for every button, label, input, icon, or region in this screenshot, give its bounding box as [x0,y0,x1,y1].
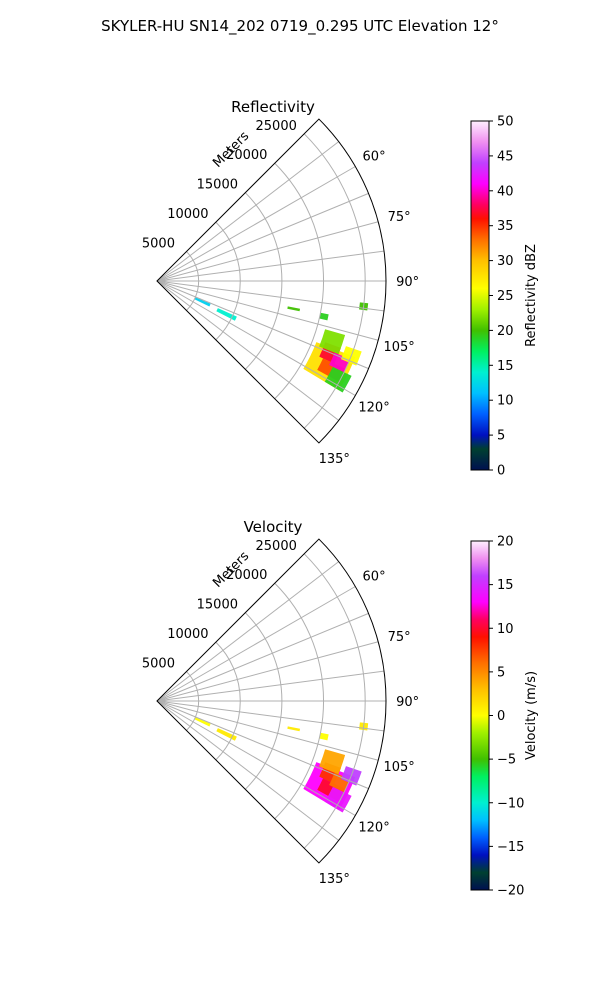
echo-cell [319,312,329,321]
colorbar-tick-label: −15 [497,840,524,855]
range-tick-label: 25000 [256,119,297,134]
azimuth-spoke [156,586,356,702]
azimuth-spoke [156,641,379,702]
azimuth-tick-label: 60° [363,570,386,585]
azimuth-spoke [156,561,339,702]
range-tick-label: 15000 [197,598,238,613]
echo-cell [287,306,301,312]
sector-border [156,538,387,864]
range-tick-label: 10000 [167,207,208,222]
range-tick-label: 25000 [256,539,297,554]
colorbar-tick-label: 25 [497,289,514,304]
echo-field [194,717,369,813]
azimuth-tick-label: 120° [358,400,389,415]
azimuth-spoke [156,280,385,312]
colorbar-tick-label: 30 [497,254,514,269]
azimuth-spoke [156,700,385,732]
range-tick-label: 20000 [226,568,267,583]
colorbar-tick-label: 0 [497,464,505,479]
range-tick-label: 10000 [167,627,208,642]
panel-title: Velocity [244,518,303,536]
colorbar-tick-label: −20 [497,884,524,899]
azimuth-spoke [156,250,385,282]
range-tick-label: 5000 [142,237,175,252]
azimuth-spoke [156,166,356,282]
colorbar-label: Reflectivity dBZ [524,244,539,347]
colorbar-tick-label: 0 [497,709,505,724]
azimuth-tick-label: 105° [383,760,414,775]
colorbar-tick-label: 50 [497,115,514,130]
colorbar-tick-label: 40 [497,184,514,199]
colorbar-tick-label: 15 [497,578,514,593]
echo-cell [287,726,301,732]
colorbar-tick-label: −5 [497,753,516,768]
range-tick-label: 15000 [197,178,238,193]
echo-cell [324,366,352,393]
azimuth-tick-label: 75° [388,210,411,225]
colorbar-label: Velocity (m/s) [524,671,539,760]
colorbar-tick-label: 20 [497,535,514,550]
azimuth-spoke [156,670,385,702]
colorbar-tick-label: −10 [497,796,524,811]
panel-title: Reflectivity [231,98,315,116]
colorbar-tick-label: 5 [497,665,505,680]
azimuth-spoke [156,141,339,282]
azimuth-tick-label: 135° [319,872,350,887]
echo-cell [324,786,352,813]
figure-title: SKYLER-HU SN14_202 0719_0.295 UTC Elevat… [101,17,499,36]
azimuth-spoke [156,700,339,841]
echo-cell [319,329,346,355]
range-tick-label: 5000 [142,657,175,672]
colorbar-tick-label: 10 [497,622,514,637]
azimuth-tick-label: 135° [319,452,350,467]
azimuth-spoke [156,192,369,282]
azimuth-spoke [156,280,339,421]
azimuth-spoke [156,280,379,341]
echo-cell [319,749,346,775]
sector-border [156,118,387,444]
velocity-panel: Velocity 60° 75° 90° 105° 120° 135° 5000 10000 15… [142,518,539,899]
colorbar [470,540,490,891]
azimuth-tick-label: 75° [388,630,411,645]
colorbar-tick-label: 45 [497,149,514,164]
colorbar-tick-label: 15 [497,359,514,374]
azimuth-spoke [156,280,356,396]
colorbar [470,120,490,471]
azimuth-tick-label: 90° [396,275,419,290]
colorbar-tick-label: 20 [497,324,514,339]
azimuth-spoke [156,700,369,790]
azimuth-spoke [156,280,369,370]
azimuth-spoke [156,221,379,282]
echo-cell [194,297,211,307]
azimuth-spoke [156,700,356,816]
azimuth-tick-label: 60° [363,150,386,165]
azimuth-tick-label: 105° [383,340,414,355]
reflectivity-panel: Reflectivity60°75°90°105°120°135°5000100… [142,98,539,479]
azimuth-spoke [156,700,379,761]
azimuth-tick-label: 120° [358,820,389,835]
echo-cell [194,717,211,727]
colorbar-tick-label: 5 [497,429,505,444]
range-tick-label: 20000 [226,148,267,163]
colorbar-tick-label: 35 [497,219,514,234]
azimuth-spoke [156,612,369,702]
echo-cell [319,732,329,741]
azimuth-tick-label: 90° [396,695,419,710]
colorbar-tick-label: 10 [497,394,514,409]
